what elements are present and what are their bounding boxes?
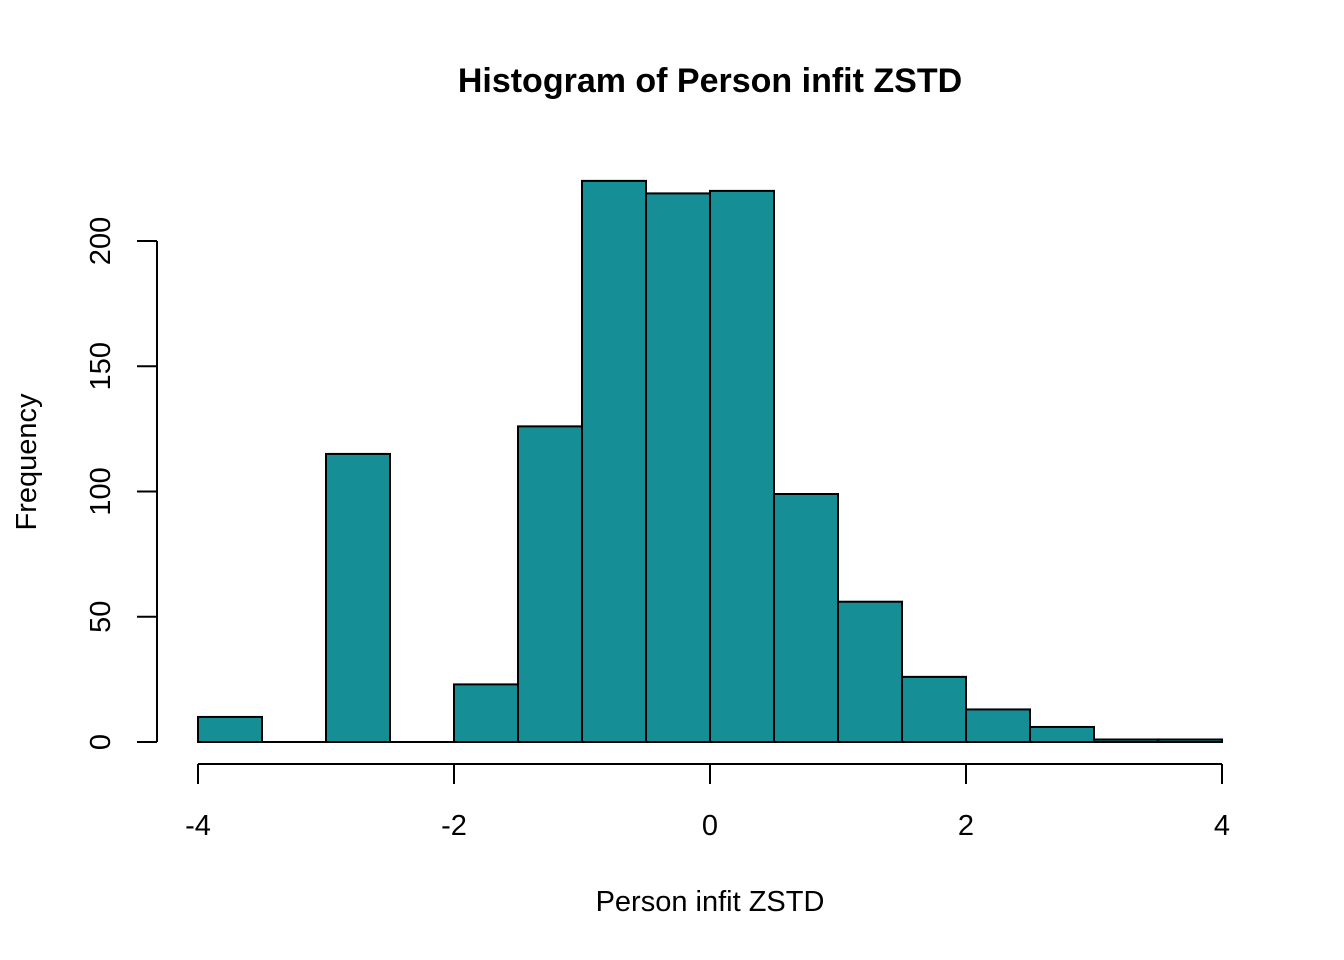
x-tick-label: 4 [1214, 810, 1230, 842]
histogram-bar [1029, 725, 1095, 743]
histogram-bar [1157, 738, 1223, 743]
histogram-bar [901, 675, 967, 743]
x-tick-label: -4 [185, 810, 211, 842]
y-axis: 0 50 100 150 200 [85, 217, 158, 750]
y-tick-label: 200 [85, 217, 117, 265]
histogram-bar [453, 683, 519, 744]
x-tick-label: 0 [702, 810, 718, 842]
histogram-bar [709, 189, 775, 743]
y-tick-label: 150 [85, 342, 117, 390]
chart-title: Histogram of Person infit ZSTD [458, 62, 962, 100]
histogram-bars [197, 179, 1223, 744]
histogram-bar [325, 452, 391, 743]
y-tick-label: 100 [85, 467, 117, 515]
histogram-bar [837, 600, 903, 743]
x-tick-label: 2 [958, 810, 974, 842]
x-axis-label: Person infit ZSTD [596, 886, 825, 918]
histogram-bar [645, 192, 711, 743]
y-tick-label: 0 [85, 734, 117, 750]
y-axis-label: Frequency [11, 393, 43, 531]
histogram-bar [1093, 738, 1159, 743]
histogram-bar [773, 493, 839, 743]
x-tick-label: -2 [441, 810, 467, 842]
histogram-bar [517, 425, 583, 743]
histogram-bar [581, 179, 647, 743]
y-tick-label: 50 [85, 601, 117, 633]
x-axis: -4 -2 0 2 4 [185, 763, 1230, 842]
histogram-bar [197, 715, 263, 744]
histogram-bar [965, 708, 1031, 743]
